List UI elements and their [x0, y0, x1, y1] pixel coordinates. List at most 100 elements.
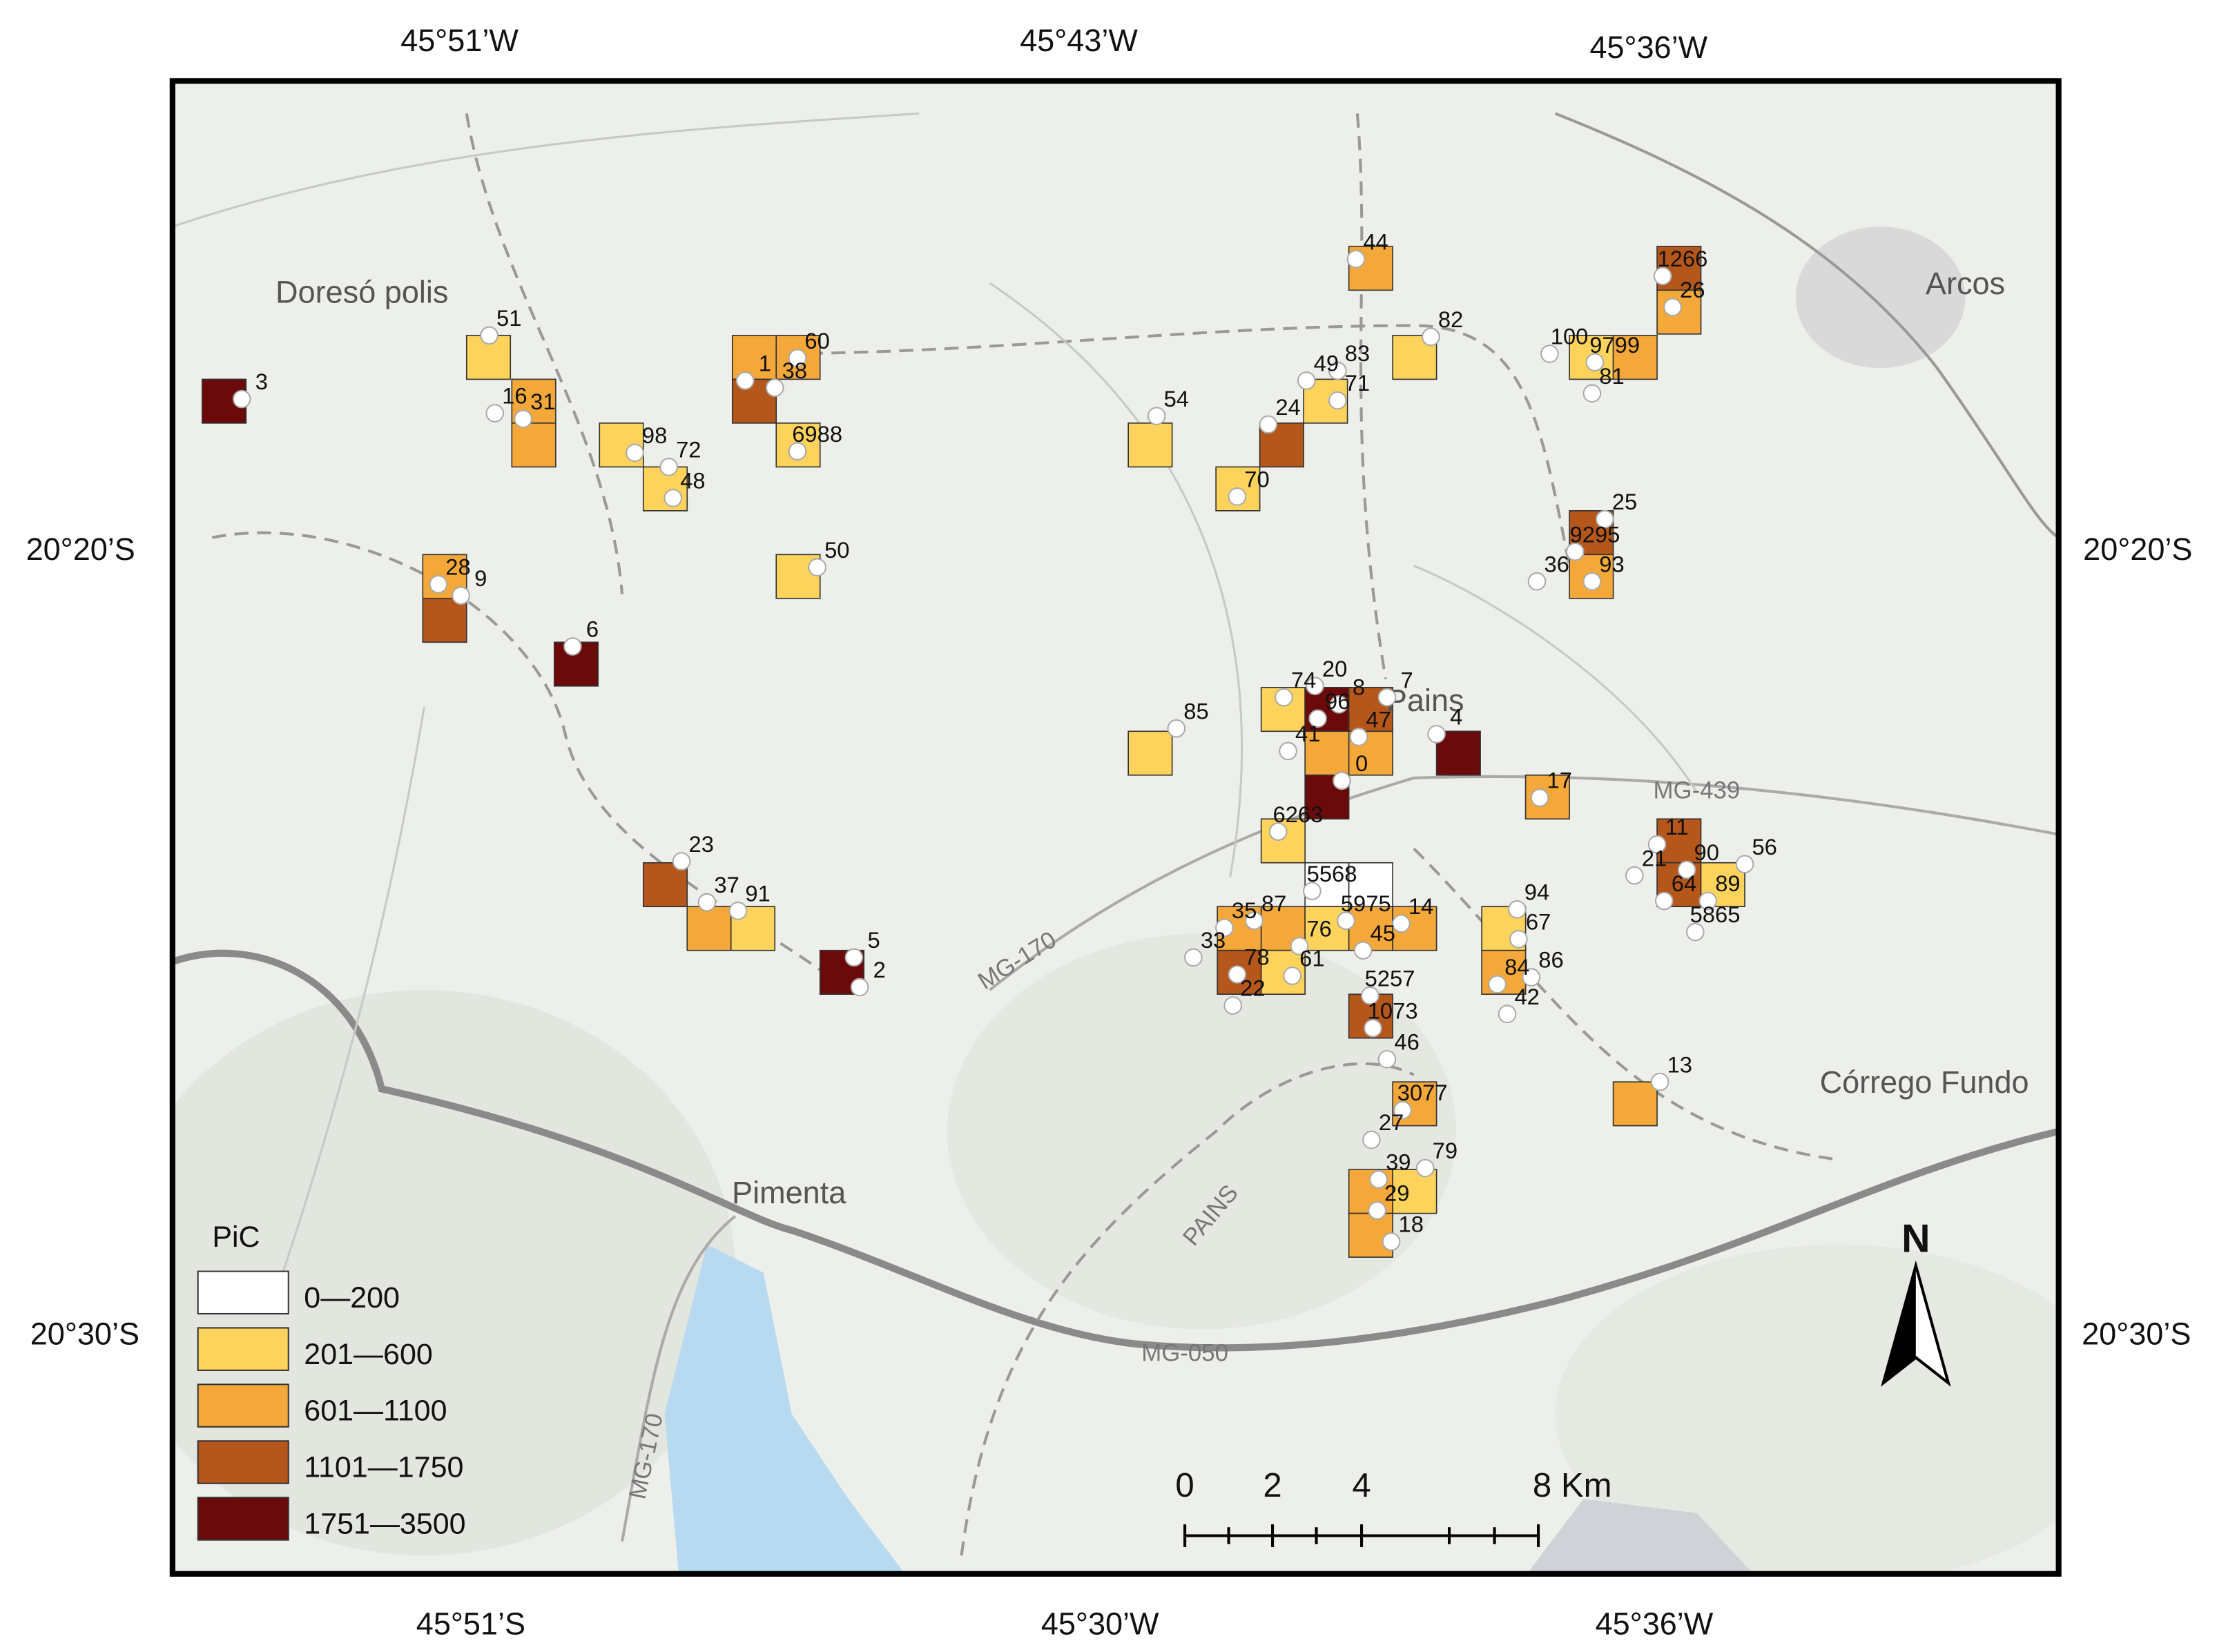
- site-marker: [1184, 948, 1203, 967]
- site-label: 1266: [1657, 246, 1707, 271]
- site-label: 1: [759, 351, 771, 376]
- site-label: 29: [1384, 1180, 1409, 1206]
- site-label: 67: [1526, 908, 1551, 934]
- site-marker: [1337, 911, 1355, 931]
- site-marker: [1382, 1232, 1401, 1251]
- site-label: 24: [1275, 394, 1300, 420]
- site-label: 56: [1752, 834, 1776, 859]
- site-marker: [480, 326, 498, 345]
- site-label: 87: [1261, 891, 1286, 916]
- site-marker: [429, 575, 448, 594]
- site-label: 8: [1353, 674, 1365, 700]
- place-name: Pains: [1386, 683, 1464, 718]
- site-label: 20: [1322, 656, 1347, 681]
- site-marker: [1228, 965, 1247, 984]
- site-marker: [1349, 728, 1368, 746]
- site-label: 2: [873, 957, 886, 982]
- site-marker: [664, 489, 683, 507]
- site-label: 35: [1232, 897, 1257, 923]
- site-marker: [672, 852, 691, 871]
- place-name: Pimenta: [732, 1175, 846, 1210]
- site-label: 17: [1547, 768, 1572, 793]
- site-label: 60: [804, 328, 829, 353]
- road-label: MG-050: [1141, 1340, 1228, 1367]
- site-marker: [514, 409, 533, 429]
- latitude-label: 20°20’S: [2083, 532, 2192, 567]
- site-marker: [1647, 835, 1667, 854]
- site-marker: [1427, 725, 1446, 744]
- site-label: 38: [782, 358, 807, 383]
- site-marker: [765, 378, 784, 397]
- site-marker: [1654, 891, 1674, 911]
- site-marker: [808, 558, 826, 577]
- site-marker: [1585, 353, 1605, 372]
- legend-swatch: [197, 1327, 289, 1371]
- site-label: 5865: [1690, 902, 1741, 927]
- site-marker: [1333, 771, 1351, 790]
- site-label: 83: [1345, 340, 1370, 366]
- legend-label: 0—200: [304, 1281, 400, 1314]
- site-label: 91: [745, 881, 770, 906]
- site-marker: [1527, 572, 1547, 591]
- site-label: 5: [867, 927, 880, 953]
- site-marker: [1595, 509, 1614, 529]
- grid-cell: [1348, 862, 1393, 908]
- site-label: 100: [1551, 324, 1589, 349]
- site-label: 81: [1599, 363, 1624, 389]
- legend-label: 1751—3500: [304, 1508, 465, 1541]
- grid-cell: [686, 906, 732, 951]
- longitude-label: 45°36’W: [1596, 1606, 1714, 1641]
- site-label: 21: [1642, 845, 1667, 871]
- grid-cell: [775, 554, 821, 599]
- site-marker: [1215, 918, 1234, 937]
- scale-label: 8 Km: [1533, 1467, 1612, 1504]
- site-label: 36: [1544, 551, 1569, 576]
- latitude-label: 20°30’S: [2082, 1316, 2191, 1352]
- site-marker: [1147, 407, 1166, 425]
- site-marker: [735, 371, 755, 390]
- site-label: 11: [1665, 814, 1689, 839]
- site-label: 44: [1363, 229, 1388, 254]
- site-marker: [1393, 1100, 1412, 1120]
- site-marker: [452, 586, 470, 605]
- site-label: 41: [1295, 721, 1320, 746]
- site-marker: [1228, 487, 1247, 506]
- site-marker: [1308, 709, 1327, 728]
- grid-cell: [422, 597, 467, 643]
- site-marker: [1653, 266, 1672, 286]
- site-label: 78: [1244, 944, 1269, 970]
- longitude-label: 45°30’W: [1041, 1606, 1159, 1641]
- site-marker: [1369, 1170, 1388, 1189]
- site-marker: [659, 458, 678, 476]
- grid-cell: [1127, 730, 1173, 776]
- site-label: 93: [1599, 551, 1624, 576]
- site-label: 94: [1524, 879, 1549, 904]
- site-marker: [1565, 542, 1585, 561]
- longitude-label: 45°51’S: [416, 1606, 525, 1641]
- site-marker: [850, 978, 869, 997]
- site-label: 79: [1433, 1138, 1458, 1163]
- site-marker: [1361, 986, 1379, 1005]
- site-label: 54: [1164, 386, 1189, 411]
- site-marker: [1650, 1072, 1669, 1091]
- site-marker: [1268, 822, 1288, 842]
- site-label: 45: [1371, 920, 1395, 946]
- site-marker: [1223, 996, 1243, 1015]
- north-label: N: [1901, 1217, 1930, 1261]
- site-marker: [1329, 695, 1348, 714]
- site-label: 74: [1291, 667, 1316, 692]
- site-label: 42: [1514, 984, 1539, 1009]
- scale-label: 0: [1175, 1467, 1194, 1504]
- site-marker: [1328, 361, 1347, 380]
- site-marker: [1422, 327, 1440, 347]
- site-label: 5257: [1365, 965, 1415, 991]
- grid-cell: [511, 422, 556, 468]
- site-marker: [1368, 1201, 1386, 1220]
- site-label: 86: [1538, 947, 1563, 973]
- legend-swatch: [197, 1497, 289, 1541]
- site-marker: [1698, 891, 1718, 911]
- longitude-label: 45°36’W: [1589, 30, 1707, 65]
- site-label: 31: [530, 389, 555, 414]
- latitude-label: 20°30’S: [30, 1316, 139, 1352]
